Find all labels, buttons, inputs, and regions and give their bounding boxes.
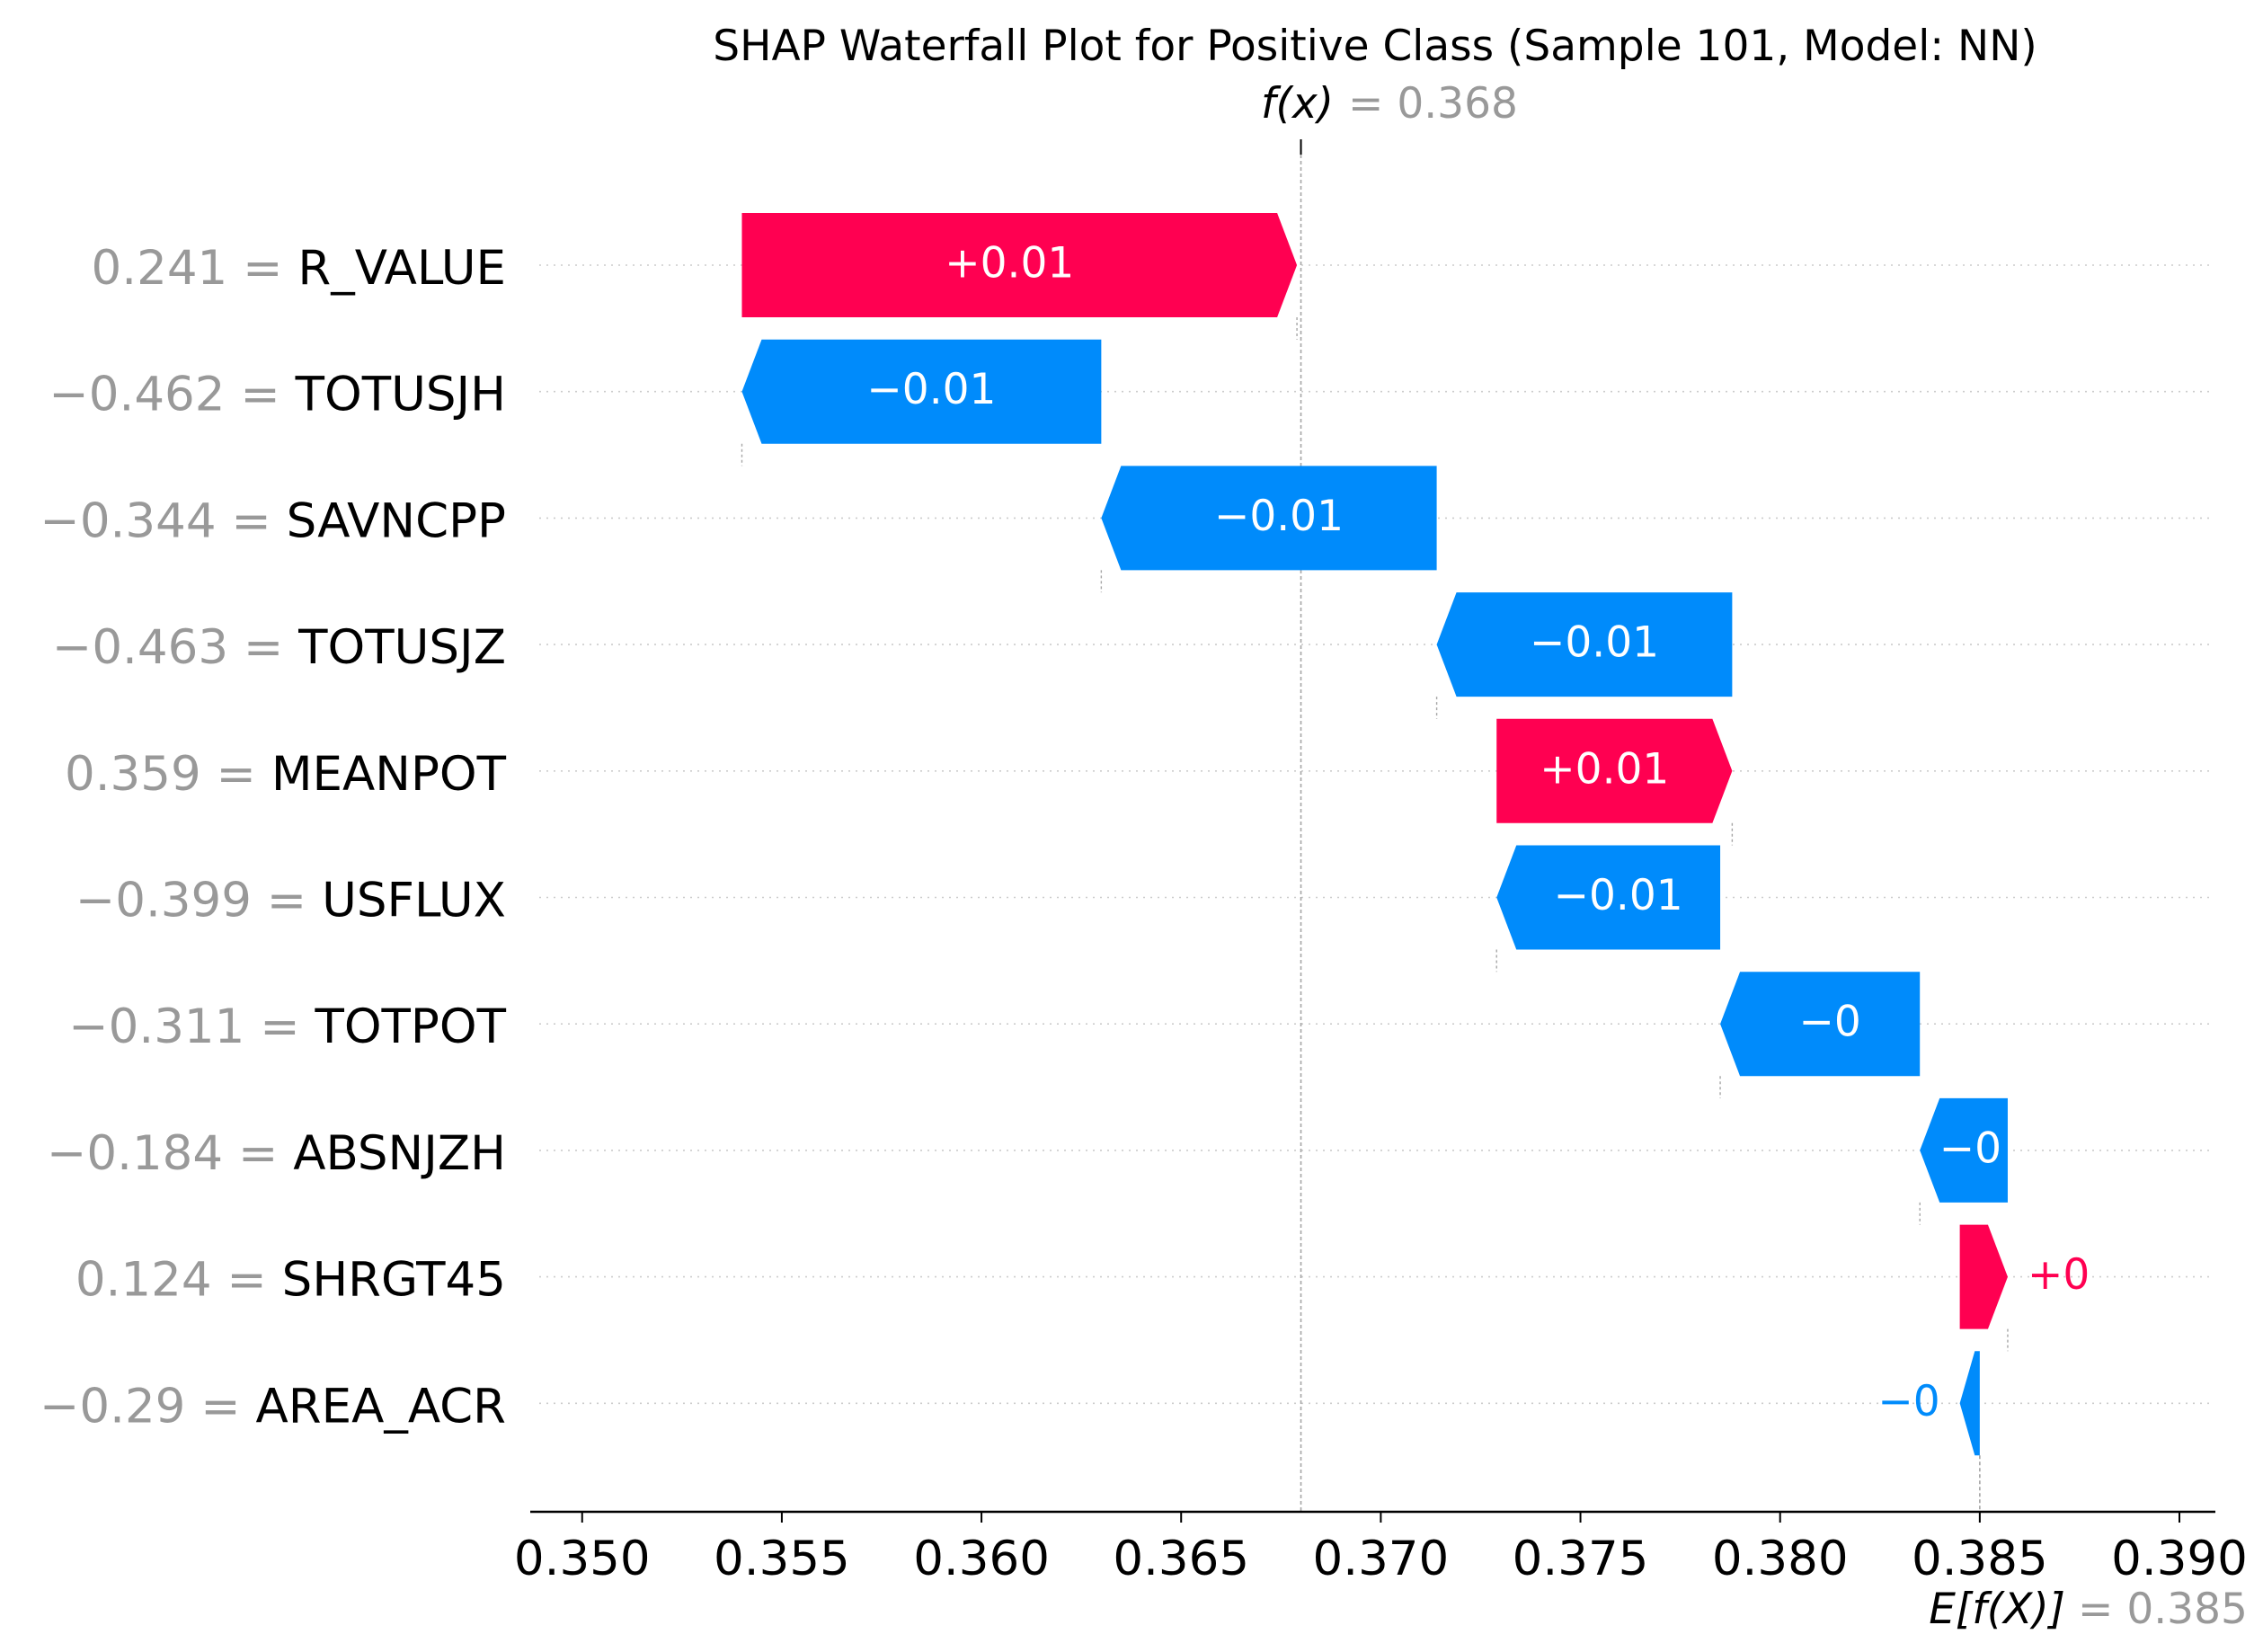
feature-name: SHRGT45 [282,1252,506,1307]
shap-bar-meanpot [1496,718,1733,823]
x-tick-label: 0.390 [2111,1532,2248,1586]
x-tick-label: 0.375 [1513,1532,1649,1586]
shap-bar-usflux [1496,845,1721,950]
shap-bar-area-acr [1959,1351,1980,1456]
feature-name: TOTUSJH [295,367,506,422]
shap-bar-r-value [741,213,1298,317]
x-tick-label: 0.360 [913,1532,1050,1586]
feature-labels: 0.241 = R_VALUE −0.462 = TOTUSJH −0.344 = … [40,241,507,1434]
feature-label: −0.462 = TOTUSJH [49,367,506,422]
bar-value-label: −0.01 [866,365,996,414]
feature-label: 0.241 = R_VALUE [92,241,506,296]
bar-value-label: −0 [1877,1377,1939,1426]
feature-name: AREA_ACR [256,1379,506,1434]
feature-name: SAVNCPP [287,493,506,548]
x-tick-label: 0.365 [1113,1532,1249,1586]
feature-name: TOTPOT [314,999,506,1054]
feature-name: TOTUSJZ [297,620,506,675]
shap-bar-totusjz [1436,592,1733,697]
feature-name: MEANPOT [271,746,507,801]
x-axis: 0.350 0.355 0.360 0.365 0.370 0.375 0.380 0.385… [514,1510,2248,1586]
feature-value: −0.184 = [47,1125,293,1180]
feature-label: −0.311 = TOTPOT [68,999,506,1054]
feature-value: −0.462 = [49,367,295,422]
feature-name: USFLUX [322,873,506,928]
feature-label: −0.344 = SAVNCPP [40,493,506,548]
bar-value-label: +0.01 [1540,744,1669,794]
feature-value: 0.359 = [65,746,271,801]
x-tick-label: 0.370 [1313,1532,1450,1586]
chart-title: SHAP Waterfall Plot for Positive Class (… [713,22,2037,71]
feature-value: −0.29 = [40,1379,256,1434]
bar-value-label: −0.01 [1214,492,1344,541]
x-tick-label: 0.355 [714,1532,850,1586]
feature-name: R_VALUE [297,241,506,296]
feature-value: −0.344 = [40,493,286,548]
x-tick-label: 0.385 [1912,1532,2048,1586]
bar-value-label: −0 [1939,1124,2001,1173]
bar-value-label: +0.01 [945,239,1074,289]
fx-value: = 0.368 [1348,79,1518,129]
expected-value: = 0.385 [2078,1585,2248,1634]
bar-value-label: −0.01 [1530,618,1659,668]
shap-bar-savncpp [1101,466,1437,571]
connector-lines [741,139,2009,1512]
bar-value-label: +0 [2028,1250,2090,1300]
fx-label: f(x) [1261,79,1334,129]
x-tick-label: 0.380 [1712,1532,1849,1586]
feature-label: −0.399 = USFLUX [75,873,506,928]
feature-name: ABSNJZH [293,1125,506,1180]
x-tick-label: 0.350 [514,1532,651,1586]
feature-value: 0.124 = [75,1252,282,1307]
feature-label: −0.29 = AREA_ACR [40,1379,506,1434]
bar-value-label: −0 [1798,998,1860,1047]
feature-value: −0.463 = [52,620,298,675]
feature-label: −0.463 = TOTUSJZ [52,620,506,675]
feature-value: −0.399 = [75,873,322,928]
bar-value-label: −0.01 [1554,871,1683,920]
waterfall-bars: +0.01 −0.01 −0.01 −0.01 +0.01 −0.01 −0 −0 +0 −0 [741,213,2090,1456]
shap-bar-shrgt45 [1959,1224,2008,1329]
feature-label: 0.359 = MEANPOT [65,746,507,801]
expected-value-label: E[f(X)] [1929,1585,2065,1634]
shap-bar-absnjzh [1920,1097,2008,1203]
feature-value: −0.311 = [68,999,315,1054]
shap-bar-totusjh [741,339,1102,444]
feature-label: −0.184 = ABSNJZH [47,1125,506,1180]
feature-value: 0.241 = [92,241,298,296]
feature-label: 0.124 = SHRGT45 [75,1252,506,1307]
shap-bar-totpot [1720,972,1921,1077]
